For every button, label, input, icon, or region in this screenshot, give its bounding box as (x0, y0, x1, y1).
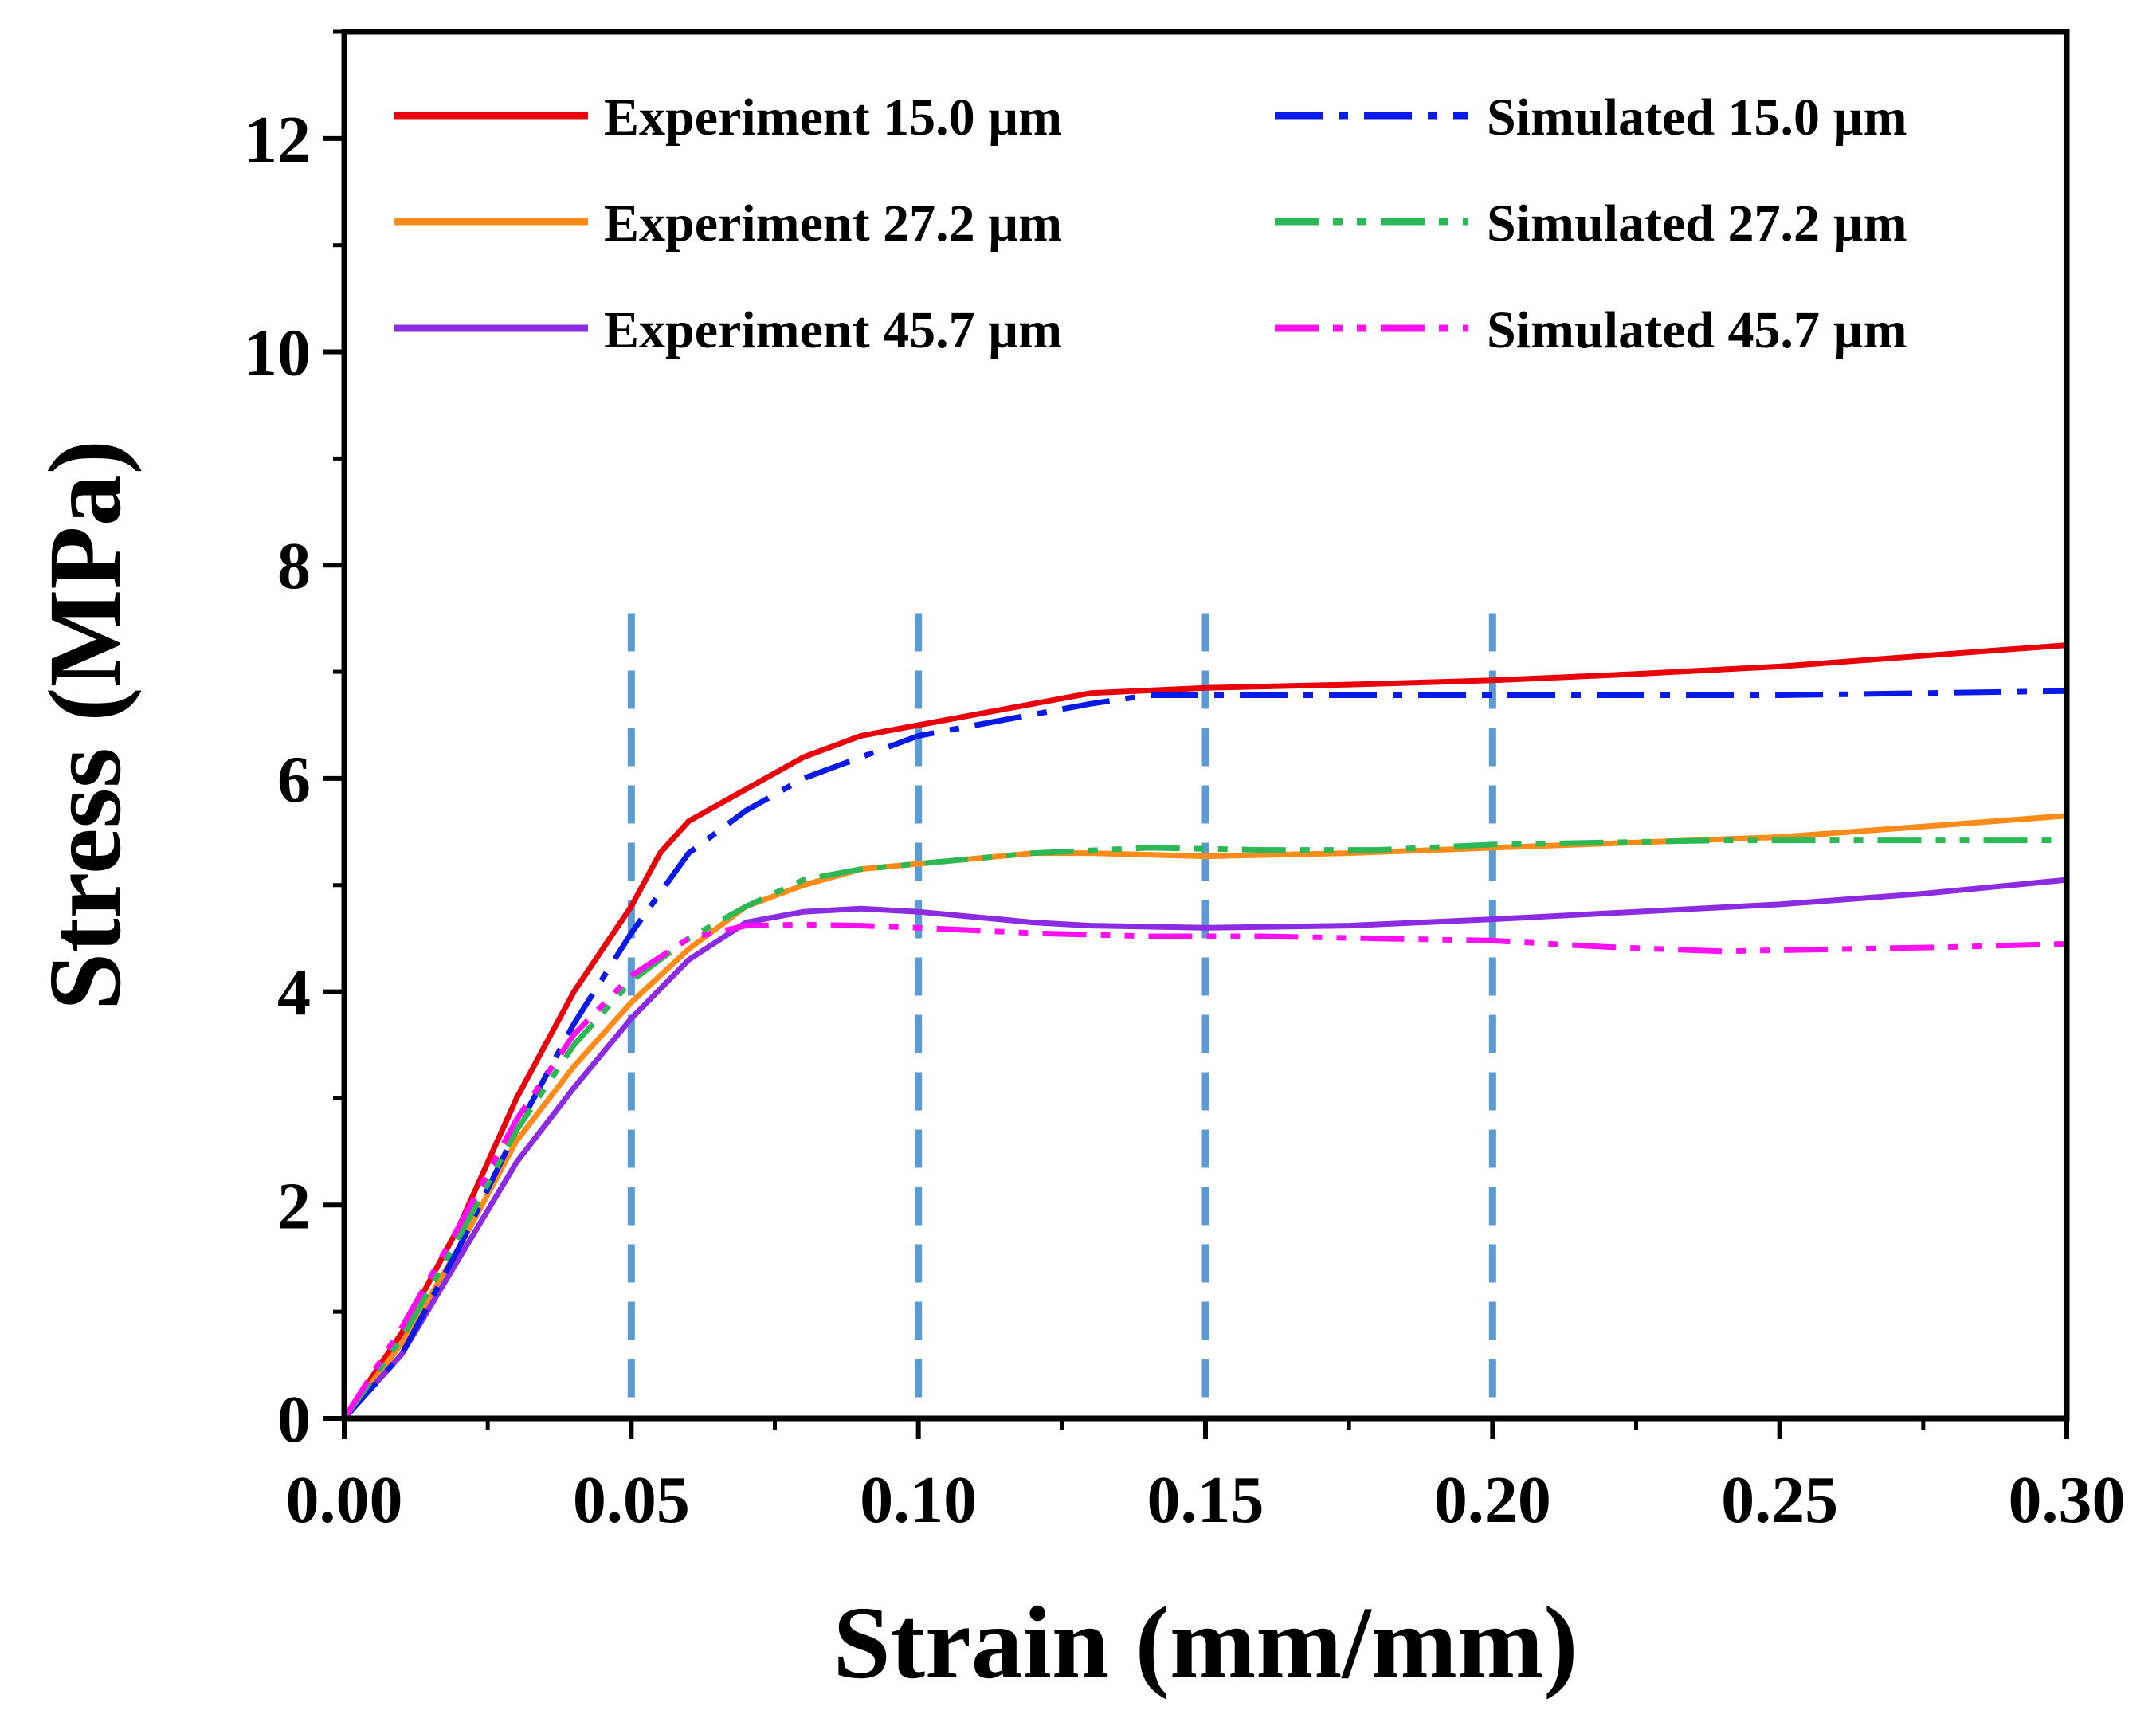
series-line-2 (342, 877, 2068, 1421)
y-tick-label-4: 8 (277, 529, 311, 603)
legend-label-1: Experiment 27.2 µm (604, 194, 1062, 253)
legend-label-0: Experiment 15.0 µm (604, 88, 1062, 147)
x-tick-label-6: 0.30 (2009, 1463, 2126, 1537)
x-tick-label-1: 0.05 (573, 1463, 690, 1537)
y-tick-label-5: 10 (244, 316, 311, 390)
reference-lines (627, 613, 1496, 1418)
y-tick-label-0: 0 (277, 1383, 311, 1457)
series-line-5 (342, 921, 2068, 1420)
series-layer (342, 642, 2068, 1421)
x-tick-label-4: 0.20 (1434, 1463, 1551, 1537)
series-line-0 (342, 642, 2068, 1420)
y-tick-label-1: 2 (277, 1169, 311, 1243)
x-tick-label-3: 0.15 (1147, 1463, 1264, 1537)
x-tick-label-2: 0.10 (860, 1463, 977, 1537)
series-line-4 (342, 837, 2067, 1421)
y-tick-label-6: 12 (244, 103, 311, 177)
series-line-3 (342, 688, 2068, 1421)
x-tick-label-0: 0.00 (286, 1463, 403, 1537)
axes: 0.00 0.05 0.10 0.15 0.20 0.25 0.30 0 2 4 6 8 10 12 (244, 29, 2126, 1537)
y-tick-label-3: 6 (277, 743, 311, 817)
legend-label-5: Simulated 45.7 µm (1487, 301, 1907, 359)
y-axis-title: Stress (MPa) (28, 440, 143, 1010)
x-tick-label-5: 0.25 (1721, 1463, 1838, 1537)
y-tick-label-2: 4 (277, 956, 311, 1030)
x-axis-title: Strain (mm/mm) (833, 1586, 1578, 1700)
legend-label-4: Simulated 27.2 µm (1487, 194, 1907, 253)
legend-label-3: Simulated 15.0 µm (1487, 88, 1907, 147)
legend: Experiment 15.0 µm Experiment 27.2 µm Expe… (394, 88, 1907, 359)
legend-label-2: Experiment 45.7 µm (604, 301, 1062, 359)
